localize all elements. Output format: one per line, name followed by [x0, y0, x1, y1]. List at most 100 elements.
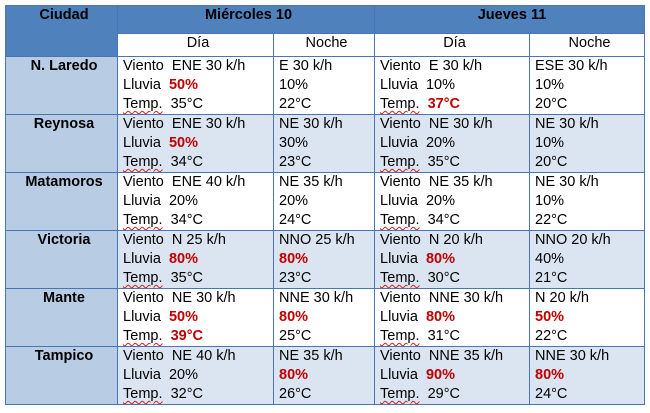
- rain-line: 30%: [279, 134, 374, 153]
- wind-line: NNE 30 k/h: [535, 347, 644, 366]
- rain-value: 10%: [425, 77, 455, 93]
- city-name: Matamoros: [5, 172, 118, 231]
- temp-line: 25°C: [279, 327, 374, 346]
- wind-value: NNE 30 k/h: [428, 290, 504, 306]
- forecast-table: Ciudad Miércoles 10 Jueves 11 Día Noche …: [5, 5, 646, 405]
- city-name: N. Laredo: [5, 56, 118, 115]
- wind-value: E 30 k/h: [279, 58, 333, 74]
- temp-line: 24°C: [279, 211, 374, 230]
- wind-value: NNE 30 k/h: [279, 290, 354, 306]
- wind-line: NE 30 k/h: [535, 115, 644, 134]
- wind-value: NE 40 k/h: [171, 348, 236, 364]
- table-row: Victoria Viento N 25 k/h Lluvia 80% Temp. 3…: [5, 230, 646, 289]
- rain-label: Lluvia: [123, 251, 161, 267]
- wind-value: NE 30 k/h: [279, 116, 343, 132]
- temp-line: Temp. 34°C: [123, 211, 273, 230]
- rain-line: Lluvia 80%: [123, 250, 273, 269]
- rain-label: Lluvia: [380, 251, 418, 267]
- wind-value: ENE 30 k/h: [171, 116, 246, 132]
- city-name: Tampico: [5, 346, 118, 405]
- rain-value: 30%: [279, 135, 309, 151]
- rain-line: Lluvia 20%: [123, 366, 273, 385]
- rain-value: 20%: [168, 193, 198, 209]
- rain-value: 80%: [279, 367, 309, 383]
- temp-line: 23°C: [279, 269, 374, 288]
- forecast-cell: Viento NE 35 k/h Lluvia 20% Temp. 34°C: [374, 172, 530, 231]
- temp-value: 34°C: [170, 154, 203, 170]
- rain-line: 80%: [279, 250, 374, 269]
- rain-line: 10%: [535, 192, 644, 211]
- temp-value: 22°C: [279, 96, 312, 112]
- temp-value: 31°C: [427, 328, 460, 344]
- wind-label: Viento: [123, 116, 164, 132]
- rain-line: 80%: [279, 366, 374, 385]
- rain-line: Lluvia 20%: [123, 192, 273, 211]
- rain-value: 20%: [425, 135, 455, 151]
- header-city: Ciudad: [5, 5, 118, 57]
- rain-line: 50%: [535, 308, 644, 327]
- rain-value: 80%: [425, 251, 455, 267]
- rain-value: 10%: [535, 193, 565, 209]
- temp-label: Temp.: [380, 212, 420, 228]
- header-period-day: Día: [117, 33, 274, 57]
- wind-line: NNO 25 k/h: [279, 231, 374, 250]
- wind-label: Viento: [123, 348, 164, 364]
- temp-value: 35°C: [170, 270, 203, 286]
- temp-line: 20°C: [535, 153, 644, 172]
- wind-label: Viento: [123, 290, 164, 306]
- temp-line: Temp. 37°C: [380, 95, 529, 114]
- forecast-cell: Viento ENE 30 k/h Lluvia 50% Temp. 34°C: [117, 114, 274, 173]
- header-day-thursday: Jueves 11: [373, 5, 646, 34]
- wind-value: ENE 30 k/h: [171, 58, 246, 74]
- rain-label: Lluvia: [123, 367, 161, 383]
- rain-value: 50%: [535, 309, 565, 325]
- temp-line: Temp. 34°C: [123, 153, 273, 172]
- city-name: Reynosa: [5, 114, 118, 173]
- forecast-cell: E 30 k/h 10% 22°C: [273, 56, 375, 115]
- rain-label: Lluvia: [380, 135, 418, 151]
- rain-label: Lluvia: [380, 309, 418, 325]
- wind-value: NE 35 k/h: [279, 174, 343, 190]
- temp-label: Temp.: [123, 154, 163, 170]
- temp-value: 23°C: [279, 154, 312, 170]
- rain-label: Lluvia: [380, 77, 418, 93]
- temp-value: 20°C: [535, 154, 568, 170]
- wind-value: NNE 30 k/h: [535, 348, 610, 364]
- forecast-cell: Viento NE 30 k/h Lluvia 50% Temp. 39°C: [117, 288, 274, 347]
- wind-line: Viento NE 35 k/h: [380, 173, 529, 192]
- wind-value: NE 30 k/h: [171, 290, 236, 306]
- rain-value: 20%: [168, 367, 198, 383]
- rain-line: Lluvia 50%: [123, 134, 273, 153]
- temp-line: Temp. 30°C: [380, 269, 529, 288]
- table-row: Matamoros Viento ENE 40 k/h Lluvia 20% Temp…: [5, 172, 646, 231]
- rain-line: 80%: [535, 366, 644, 385]
- wind-label: Viento: [380, 58, 421, 74]
- forecast-cell: Viento NNE 30 k/h Lluvia 80% Temp. 31°C: [374, 288, 530, 347]
- table-row: N. Laredo Viento ENE 30 k/h Lluvia 50% Temp…: [5, 56, 646, 115]
- wind-label: Viento: [123, 174, 164, 190]
- forecast-cell: Viento NNE 35 k/h Lluvia 90% Temp. 29°C: [374, 346, 530, 405]
- wind-line: Viento NNE 35 k/h: [380, 347, 529, 366]
- forecast-cell: N 20 k/h 50% 22°C: [528, 288, 646, 347]
- table-row: Mante Viento NE 30 k/h Lluvia 50% Temp. 39°…: [5, 288, 646, 347]
- wind-label: Viento: [380, 174, 421, 190]
- forecast-cell: Viento ENE 30 k/h Lluvia 50% Temp. 35°C: [117, 56, 274, 115]
- rain-label: Lluvia: [123, 77, 161, 93]
- rain-value: 50%: [168, 309, 198, 325]
- temp-line: Temp. 29°C: [380, 385, 529, 404]
- wind-value: N 20 k/h: [428, 232, 483, 248]
- wind-label: Viento: [380, 290, 421, 306]
- forecast-cell: NNE 30 k/h 80% 24°C: [528, 346, 646, 405]
- rain-value: 10%: [535, 77, 565, 93]
- temp-line: Temp. 35°C: [123, 269, 273, 288]
- temp-value: 22°C: [535, 212, 568, 228]
- rain-line: Lluvia 10%: [380, 76, 529, 95]
- forecast-cell: NE 35 k/h 20% 24°C: [273, 172, 375, 231]
- wind-value: ENE 40 k/h: [171, 174, 246, 190]
- wind-line: ESE 30 k/h: [535, 57, 644, 76]
- forecast-cell: Viento ENE 40 k/h Lluvia 20% Temp. 34°C: [117, 172, 274, 231]
- rain-value: 90%: [425, 367, 455, 383]
- temp-value: 26°C: [279, 386, 312, 402]
- temp-label: Temp.: [123, 328, 163, 344]
- wind-value: NNE 35 k/h: [428, 348, 504, 364]
